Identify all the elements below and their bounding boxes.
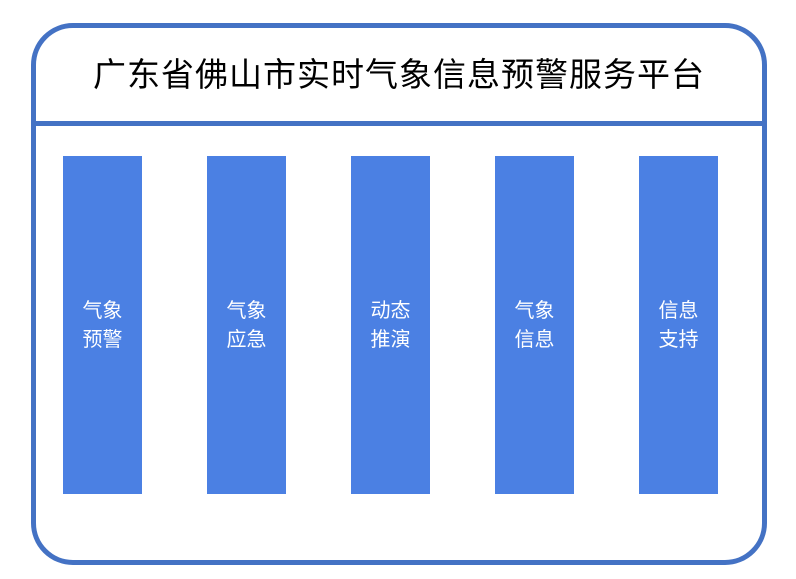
module-label: 气象	[514, 298, 555, 322]
platform-frame	[31, 23, 767, 565]
module-label: 信息	[514, 327, 555, 351]
platform-title: 广东省佛山市实时气象信息预警服务平台	[93, 55, 705, 94]
module-label: 应急	[226, 327, 267, 351]
header-divider	[31, 121, 767, 126]
module-weather-warning: 气象 预警	[63, 156, 142, 494]
module-label: 支持	[658, 327, 699, 351]
module-label: 气象	[226, 298, 267, 322]
module-label: 信息	[658, 298, 699, 322]
module-label: 气象	[82, 298, 123, 322]
module-dynamic-simulation: 动态 推演	[351, 156, 430, 494]
module-information-support: 信息 支持	[639, 156, 718, 494]
module-weather-emergency: 气象 应急	[207, 156, 286, 494]
module-label: 动态	[370, 298, 411, 322]
module-label: 预警	[82, 327, 123, 351]
module-weather-information: 气象 信息	[495, 156, 574, 494]
module-label: 推演	[370, 327, 411, 351]
